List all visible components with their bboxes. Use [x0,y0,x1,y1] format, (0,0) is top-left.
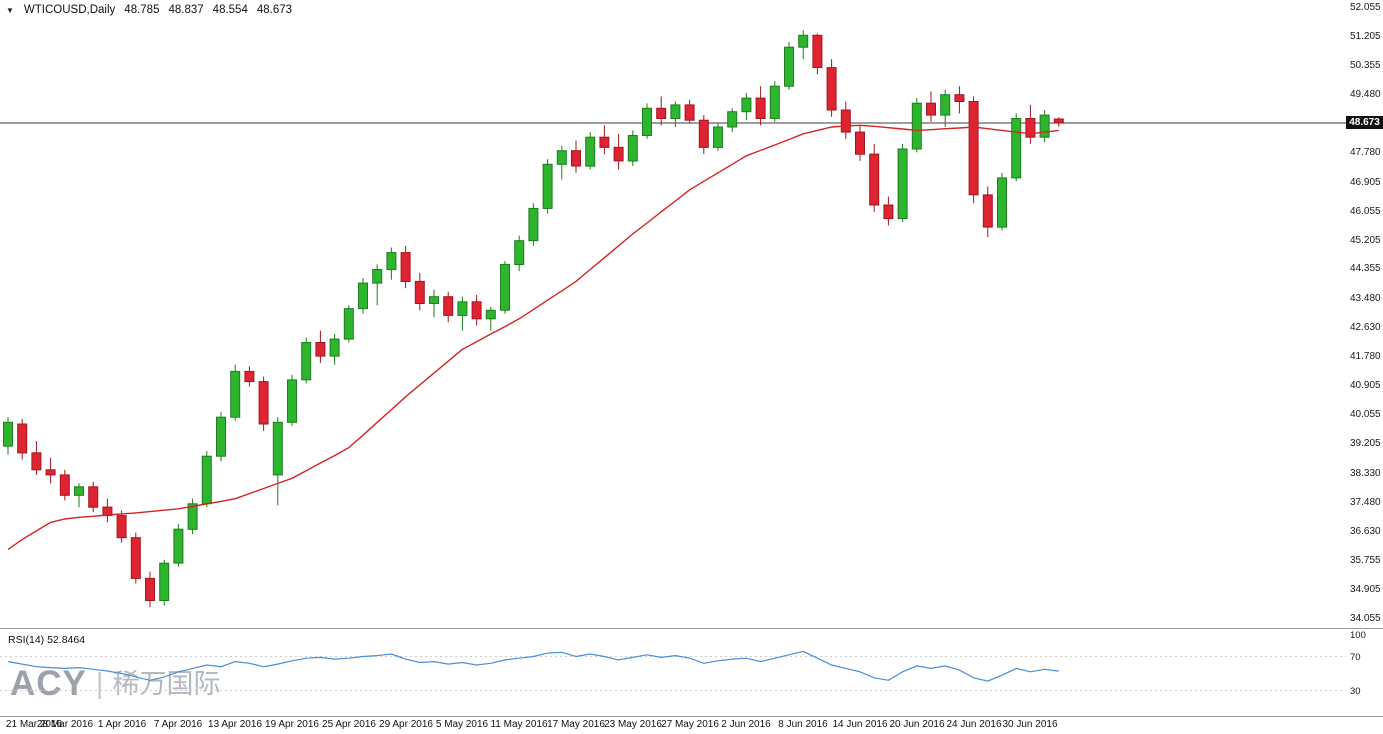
broker-watermark: ACY | 稀万国际 [10,665,220,703]
rsi-chart-canvas[interactable] [0,631,1346,716]
price-axis-label: 40.905 [1350,380,1381,391]
price-axis-label: 45.205 [1350,235,1381,246]
date-label: 17 May 2016 [547,719,605,730]
price-axis-label: 35.755 [1350,555,1381,566]
price-axis-label: 42.630 [1350,322,1381,333]
date-label: 14 Jun 2016 [832,719,888,730]
price-axis-label: 44.355 [1350,263,1381,274]
price-axis-label: 51.205 [1350,31,1381,42]
rsi-indicator-label: RSI(14) 52.8464 [8,634,86,646]
panel-separator [0,716,1383,717]
date-label: 1 Apr 2016 [97,719,147,730]
quote-low: 48.554 [212,4,248,16]
brand-logo-text: ACY [10,664,87,703]
rsi-axis-label: 100 [1350,630,1366,641]
date-label: 19 Apr 2016 [265,719,319,730]
symbol-dropdown-icon: ▼ [6,5,14,15]
current-price-badge: 48.673 [1346,116,1383,129]
date-label: 20 Jun 2016 [889,719,945,730]
price-axis-label: 50.355 [1350,60,1381,71]
price-axis-label: 46.055 [1350,206,1381,217]
date-label: 27 May 2016 [661,719,719,730]
date-label: 23 May 2016 [604,719,662,730]
watermark-separator: | [95,668,104,700]
price-axis-label: 37.480 [1350,497,1381,508]
date-label: 13 Apr 2016 [208,719,262,730]
main-chart-canvas[interactable] [0,0,1346,628]
price-axis-label: 49.480 [1350,89,1381,100]
quote-close: 48.673 [256,4,293,16]
quote-high: 48.837 [168,4,204,16]
price-axis-label: 34.905 [1350,584,1381,595]
price-axis-label: 39.205 [1350,438,1381,449]
date-label: 2 Jun 2016 [721,719,771,730]
date-label: 8 Jun 2016 [778,719,828,730]
date-label: 28 Mar 2016 [36,719,94,730]
date-label: 24 Jun 2016 [946,719,1002,730]
price-axis-label: 34.055 [1350,613,1381,624]
brand-name-cn: 稀万国际 [112,669,221,699]
price-axis-label: 36.630 [1350,526,1381,537]
date-label: 21 Mar 2016 [5,719,63,730]
price-axis-label: 46.905 [1350,177,1381,188]
rsi-axis-label: 70 [1350,652,1361,663]
date-label: 29 Apr 2016 [379,719,433,730]
date-label: 7 Apr 2016 [153,719,203,730]
price-axis-label: 38.330 [1350,468,1381,479]
panel-separator [0,628,1383,629]
date-label: 30 Jun 2016 [1002,719,1058,730]
rsi-axis-label: 30 [1350,686,1361,697]
ohlc-info: ▼ WTICOUSD,Daily 48.785 48.837 48.554 48… [6,4,292,16]
price-axis-label: 43.480 [1350,293,1381,304]
price-axis-label: 41.780 [1350,351,1381,362]
date-label: 11 May 2016 [490,719,548,730]
symbol-name: WTICOUSD,Daily [23,4,116,16]
price-axis-label: 52.055 [1350,2,1381,13]
price-axis-label: 47.780 [1350,147,1381,158]
date-label: 5 May 2016 [435,719,489,730]
price-axis-label: 40.055 [1350,409,1381,420]
quote-open: 48.785 [124,4,160,16]
date-label: 25 Apr 2016 [322,719,376,730]
